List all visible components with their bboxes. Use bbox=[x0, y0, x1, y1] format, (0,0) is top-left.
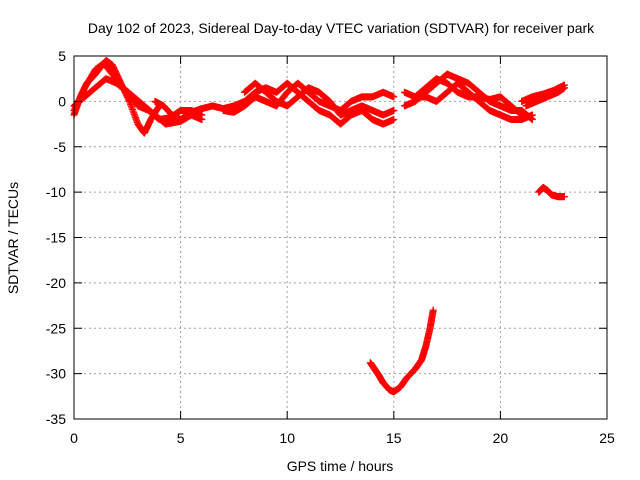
chart-title: Day 102 of 2023, Sidereal Day-to-day VTE… bbox=[88, 20, 595, 36]
data-point bbox=[78, 89, 86, 97]
data-point bbox=[79, 87, 87, 95]
series-4 bbox=[219, 79, 398, 116]
y-tick-label: -35 bbox=[46, 411, 66, 427]
series-3 bbox=[151, 79, 398, 128]
x-tick-label: 5 bbox=[177, 430, 185, 446]
y-tick-label: -20 bbox=[46, 275, 66, 291]
data-point bbox=[390, 106, 398, 114]
data-point bbox=[198, 111, 206, 119]
y-tick-label: -25 bbox=[46, 320, 66, 336]
y-tick-label: -10 bbox=[46, 184, 66, 200]
data-point bbox=[429, 306, 437, 314]
series-8 bbox=[411, 75, 526, 119]
axis-ticks: 0 5 10 15 20 25 5 0 -5 -10 -15 -20 -25 -30 -35 bbox=[46, 48, 615, 446]
data-point bbox=[390, 93, 398, 101]
data-point bbox=[390, 116, 398, 124]
series-5 bbox=[241, 79, 398, 119]
y-tick-label: 0 bbox=[58, 93, 66, 109]
data-point bbox=[560, 84, 568, 92]
y-tick-label: 5 bbox=[58, 48, 66, 64]
x-tick-label: 20 bbox=[493, 430, 509, 446]
x-tick-label: 0 bbox=[70, 430, 78, 446]
x-tick-label: 25 bbox=[599, 430, 615, 446]
y-tick-label: -15 bbox=[46, 230, 66, 246]
y-axis-label: SDTVAR / TECUs bbox=[5, 182, 21, 294]
data-point bbox=[560, 193, 568, 201]
series-12 bbox=[366, 306, 437, 396]
y-tick-label: -5 bbox=[54, 139, 67, 155]
x-tick-label: 10 bbox=[279, 430, 295, 446]
x-tick-label: 15 bbox=[386, 430, 402, 446]
x-axis-label: GPS time / hours bbox=[287, 458, 394, 474]
data-point bbox=[528, 116, 536, 124]
y-tick-label: -30 bbox=[46, 366, 66, 382]
data-points bbox=[70, 57, 568, 396]
data-point bbox=[518, 111, 526, 119]
series-10 bbox=[522, 84, 568, 110]
series-11 bbox=[535, 184, 568, 201]
